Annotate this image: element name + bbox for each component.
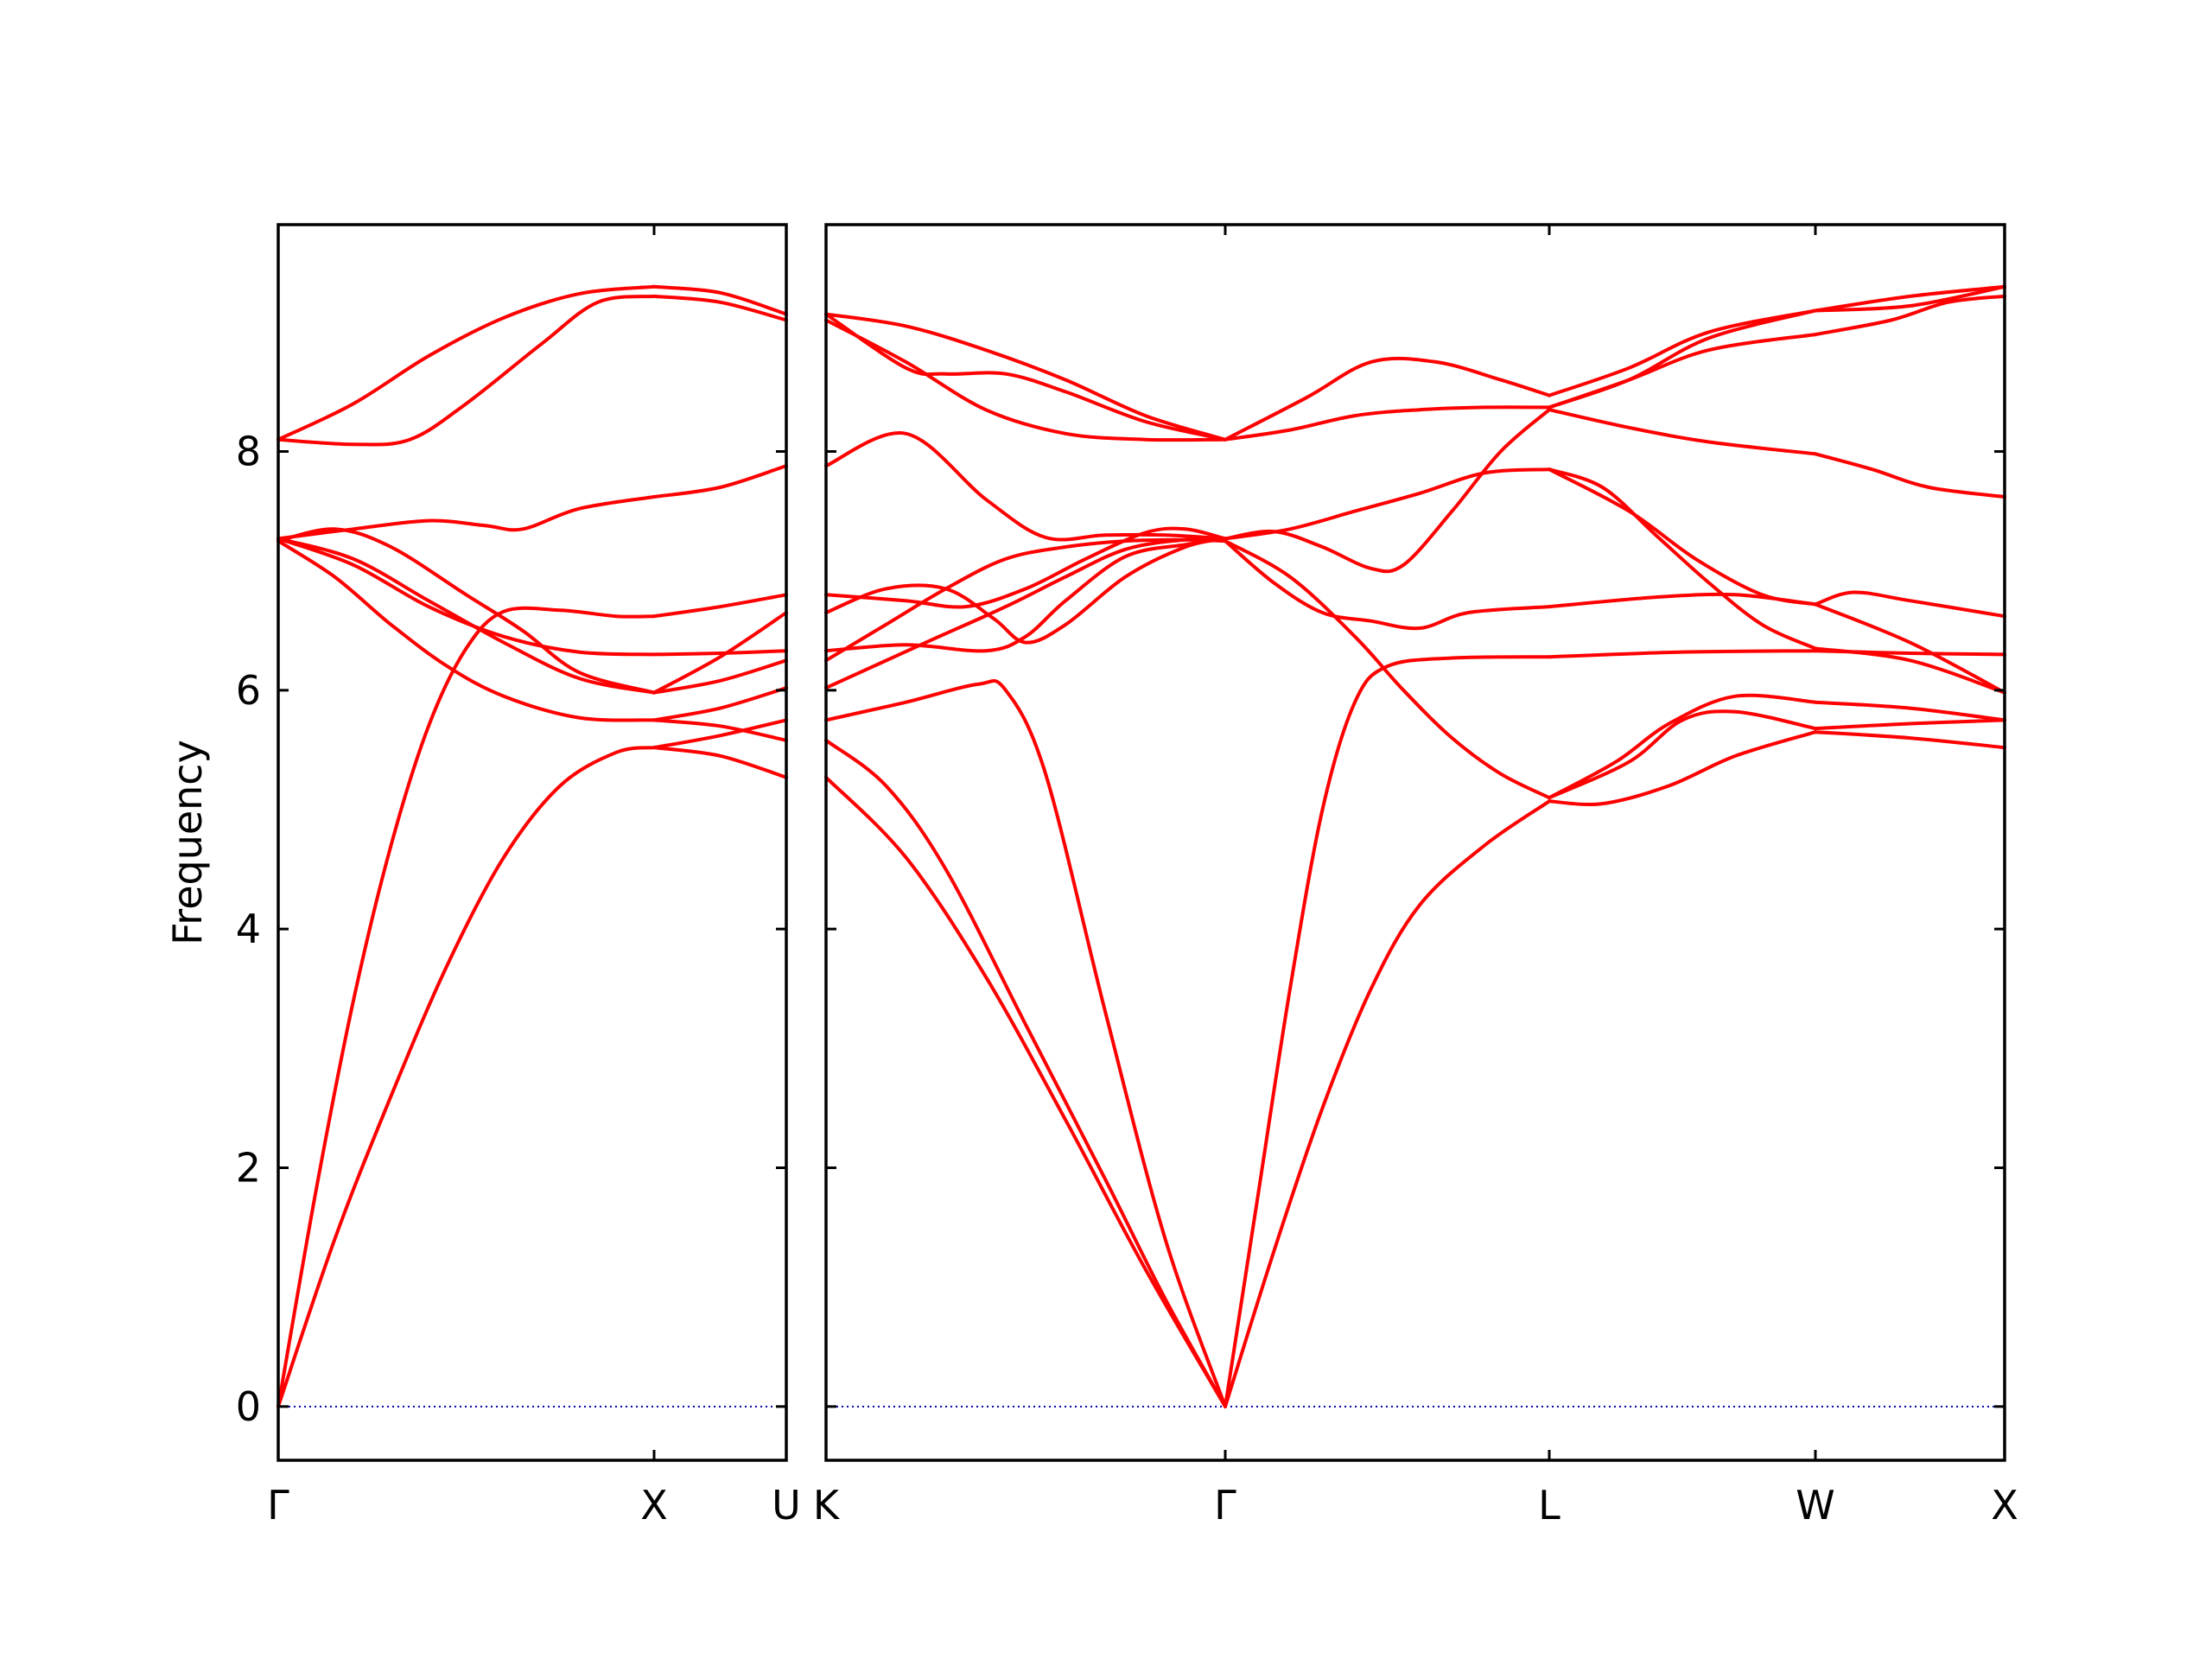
band-line-L-W-7 — [1548, 467, 1817, 607]
y-tick-label: 2 — [236, 1144, 261, 1191]
x-tick-label: U — [772, 1482, 801, 1529]
y-axis-label: Frequency — [164, 740, 211, 945]
band-line-Γ-L-5 — [1224, 408, 1551, 574]
band-line-X-U-3 — [652, 718, 788, 742]
x-tick-label: X — [1991, 1482, 2018, 1529]
band-line-K-Γ-10 — [824, 318, 1227, 442]
band-line-X-U-11 — [652, 284, 788, 316]
x-tick-label: Γ — [267, 1482, 289, 1529]
panel-2 — [824, 223, 2006, 1462]
band-line-L-W-11 — [1548, 308, 1817, 397]
band-line-X-U-8 — [652, 593, 788, 619]
band-line-X-U-6 — [652, 611, 788, 695]
band-line-W-X-8 — [1814, 452, 2006, 499]
band-line-Γ-L-2 — [1224, 655, 1551, 1408]
band-line-L-W-6 — [1548, 467, 1817, 651]
panel-2-frame — [824, 223, 2006, 1462]
band-line-W-X-3 — [1814, 700, 2006, 722]
panel-1-ticks — [278, 225, 786, 1460]
panel-2-ticks — [826, 225, 2005, 1460]
band-line-W-X-7 — [1814, 590, 2006, 619]
band-line-Γ-X-6 — [276, 527, 656, 695]
band-line-Γ-X-3 — [276, 539, 656, 722]
band-line-X-U-10 — [652, 294, 788, 322]
band-line-W-X-5 — [1814, 646, 2006, 695]
x-tick-label: K — [813, 1482, 841, 1529]
x-tick-label: W — [1796, 1482, 1834, 1529]
band-line-K-Γ-1 — [824, 775, 1227, 1408]
band-line-L-W-1 — [1548, 730, 1817, 806]
band-line-Γ-X-2 — [276, 606, 656, 1408]
band-line-L-W-4 — [1548, 649, 1817, 659]
band-line-Γ-X-1 — [276, 746, 656, 1408]
band-line-W-X-10 — [1814, 284, 2006, 313]
panel-1-frame — [276, 223, 788, 1462]
band-line-L-W-2 — [1548, 709, 1817, 800]
band-line-L-W-3 — [1548, 693, 1817, 800]
band-line-K-Γ-8 — [824, 526, 1227, 609]
panel-1-bands — [276, 284, 788, 1408]
band-line-K-Γ-3 — [824, 679, 1227, 1408]
band-line-Γ-X-7 — [276, 495, 656, 541]
band-line-Γ-L-1 — [1224, 799, 1551, 1408]
band-line-X-U-2 — [652, 718, 788, 750]
band-line-Γ-X-5 — [276, 537, 656, 695]
band-line-Γ-X-8 — [276, 294, 656, 447]
y-tick-labels: 0 2 4 6 8 — [236, 429, 261, 1430]
panel-1 — [276, 223, 788, 1462]
band-line-K-Γ-7 — [824, 537, 1227, 645]
x-tick-label: Γ — [1214, 1482, 1236, 1529]
y-tick-label: 0 — [236, 1383, 261, 1430]
band-line-L-W-8 — [1548, 408, 1817, 456]
band-line-Γ-L-3 — [1224, 539, 1551, 800]
band-line-Γ-X-9 — [276, 284, 656, 442]
band-line-X-U-4 — [652, 686, 788, 722]
band-line-X-U-9 — [652, 464, 788, 499]
panel-2-bands — [824, 284, 2006, 1408]
band-line-W-X-6 — [1814, 602, 2006, 695]
band-line-L-W-10 — [1548, 308, 1817, 410]
band-line-K-Γ-5 — [824, 537, 1227, 663]
band-line-Γ-L-4 — [1224, 539, 1551, 631]
band-line-Γ-L-6 — [1224, 467, 1551, 541]
band-line-X-U-7 — [652, 649, 788, 657]
band-line-Γ-L-8 — [1224, 356, 1551, 442]
x-tick-label: X — [640, 1482, 668, 1529]
y-tick-label: 8 — [236, 429, 261, 475]
band-line-W-X-1 — [1814, 730, 2006, 750]
band-line-Γ-L-7 — [1224, 405, 1551, 442]
band-line-W-X-2 — [1814, 718, 2006, 731]
x-tick-label: L — [1538, 1482, 1560, 1529]
y-tick-label: 6 — [236, 667, 261, 714]
band-line-X-U-1 — [652, 746, 788, 779]
band-line-K-Γ-2 — [824, 738, 1227, 1408]
band-line-K-Γ-11 — [824, 312, 1227, 442]
band-line-K-Γ-9 — [824, 431, 1227, 542]
band-line-X-U-5 — [652, 658, 788, 695]
band-line-K-Γ-12 — [824, 312, 1227, 442]
y-tick-label: 4 — [236, 906, 261, 952]
band-line-W-X-9 — [1814, 294, 2006, 337]
band-line-K-Γ-6 — [824, 537, 1227, 653]
band-line-W-X-11 — [1814, 284, 2006, 313]
